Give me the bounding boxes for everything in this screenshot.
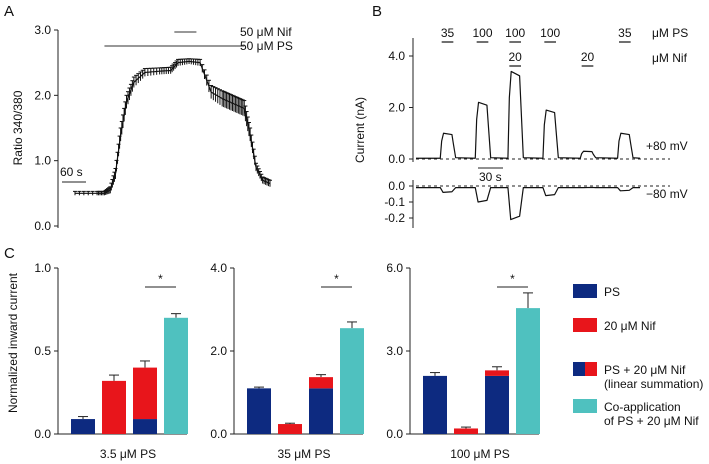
panel-c-xlabel: 100 μM PS: [450, 447, 510, 461]
panel-c-sig-star: *: [334, 272, 339, 286]
panel-a-annotation-label: 50 μM Nif: [240, 25, 292, 39]
panel-c-bar-sum-ps: [485, 375, 509, 434]
legend-swatch-ps: [573, 284, 597, 298]
panel-b-applications: 35 100 100 20 100 20 35: [441, 26, 632, 67]
panel-b-ylabel: Current (nA): [353, 97, 367, 163]
panel-a-ytick-label: 1.0: [34, 154, 51, 168]
panel-c-sig-star: *: [158, 272, 163, 286]
panel-c-bar-sum-nif: [485, 370, 509, 376]
panel-c-ytick-label: 0.0: [386, 427, 403, 441]
panel-c-ytick-label: 3.0: [386, 344, 403, 358]
panel-c-ylabel: Normalized inward current: [6, 272, 20, 413]
panel-c-xlabel: 35 μM PS: [278, 447, 331, 461]
panel-b-nif-header: μM Nif: [652, 51, 688, 65]
panel-c-ytick-label: 6.0: [386, 261, 403, 275]
panel-c-bar-coapp: [516, 308, 540, 434]
panel-b-ticks: 0.0 2.0 4.0 0.0 -0.1 -0.2: [384, 49, 413, 225]
panel-b-ps-conc: 100: [540, 26, 560, 40]
panel-c-ytick-label: 4.0: [210, 261, 227, 275]
panel-b-trace-minus80: [416, 186, 640, 221]
panel-label-b: B: [372, 3, 382, 20]
panel-a-ytick-label: 0.0: [34, 219, 51, 233]
panel-b-top-ytick-label: 0.0: [388, 152, 405, 166]
panel-c-legend: PS 20 μM Nif PS + 20 μM Nif(linear summati…: [573, 284, 703, 428]
panel-b-bottom-ytick-label: 0.0: [388, 179, 405, 193]
legend-swatch-nif: [573, 318, 597, 332]
panel-c-bar-nif: [454, 428, 478, 434]
panel-b-nif-conc: 20: [508, 50, 522, 64]
legend-label: Co-application: [604, 400, 681, 414]
panel-a-ratio-trace: [75, 60, 271, 194]
panel-a-ticks: 0.0 1.0 2.0 3.0: [34, 23, 58, 233]
panel-c-ytick-label: 0.0: [34, 427, 51, 441]
panel-c-group: 0.0 0.5 1.0 * 3.5 μM PS: [34, 261, 188, 461]
panel-c-groups: 0.00.51.0*3.5 μM PS0.02.04.0*35 μM PS0.0…: [34, 261, 540, 461]
panel-c-sig-star: *: [510, 272, 515, 286]
panel-b-ps-conc: 35: [618, 26, 632, 40]
panel-a-annotation-label: 50 μM PS: [240, 39, 293, 53]
legend-label-line2: (linear summation): [604, 377, 703, 391]
panel-c-bar-ps: [71, 419, 95, 434]
legend-swatch-coapp: [573, 399, 597, 413]
panel-b-ps-header: μM PS: [652, 26, 688, 40]
panel-b-top-ytick-label: 4.0: [388, 49, 405, 63]
panel-b-ps-conc: 35: [441, 26, 455, 40]
panel-a-errorbars: [73, 58, 272, 196]
panel-b-chart: Current (nA) 0.0 2.0 4.0 0.0 -0.1 -0.2 +80 mV…: [353, 26, 688, 228]
panel-c-xlabel: 3.5 μM PS: [100, 447, 156, 461]
legend-label-line2: of PS + 20 μM Nif: [604, 414, 699, 428]
panel-b-nif-conc: 20: [581, 50, 595, 64]
panel-label-c: C: [4, 245, 15, 262]
panel-a-scalebar-label: 60 s: [60, 165, 83, 179]
panel-c-chart: Normalized inward current 0.0 0.5 1.0 * 3.5 …: [6, 261, 703, 461]
panel-b-bottom-ytick-label: -0.2: [384, 211, 405, 225]
panel-c-bar-ps: [247, 388, 271, 434]
panel-a-ylabel: Ratio 340/380: [11, 90, 25, 165]
legend-swatch-sum-nif: [585, 362, 597, 376]
panel-a-ytick-label: 2.0: [34, 88, 51, 102]
legend-label: 20 μM Nif: [604, 319, 656, 333]
panel-b-bottom-ytick-label: -0.1: [384, 195, 405, 209]
panel-b-trace-plus80: [416, 70, 641, 159]
panel-c-bar-sum-nif: [309, 377, 333, 389]
panel-c-bar-nif: [278, 424, 302, 434]
panel-c-bar-coapp: [164, 317, 188, 434]
panel-a-ytick-label: 3.0: [34, 23, 51, 37]
panel-b-scalebar-label: 30 s: [479, 170, 502, 184]
panel-b-top-ytick-label: 2.0: [388, 101, 405, 115]
panel-c-bar-sum-ps: [309, 388, 333, 434]
panel-c-bar-ps: [423, 375, 447, 434]
panel-c-bar-sum-nif: [133, 367, 157, 420]
panel-c-group: 0.0 2.0 4.0 * 35 μM PS: [210, 261, 364, 461]
panel-b-label-plus80: +80 mV: [646, 139, 688, 153]
panel-c-bar-coapp: [340, 328, 364, 434]
panel-label-a: A: [4, 3, 14, 20]
panel-c-bar-nif: [102, 380, 126, 434]
panel-c-group: 0.0 3.0 6.0 * 100 μM PS: [386, 261, 540, 461]
legend-label: PS: [604, 285, 620, 299]
panel-c-ytick-label: 0.0: [210, 427, 227, 441]
panel-b-label-minus80: −80 mV: [646, 187, 688, 201]
panel-b-ps-conc: 100: [505, 26, 525, 40]
panel-c-ytick-label: 2.0: [210, 344, 227, 358]
legend-label: PS + 20 μM Nif: [604, 363, 686, 377]
panel-c-bar-sum-ps: [133, 419, 157, 434]
panel-c-ytick-label: 0.5: [34, 344, 51, 358]
panel-c-ytick-label: 1.0: [34, 261, 51, 275]
legend-swatch-sum-ps: [573, 362, 585, 376]
panel-b-ps-conc: 100: [472, 26, 492, 40]
